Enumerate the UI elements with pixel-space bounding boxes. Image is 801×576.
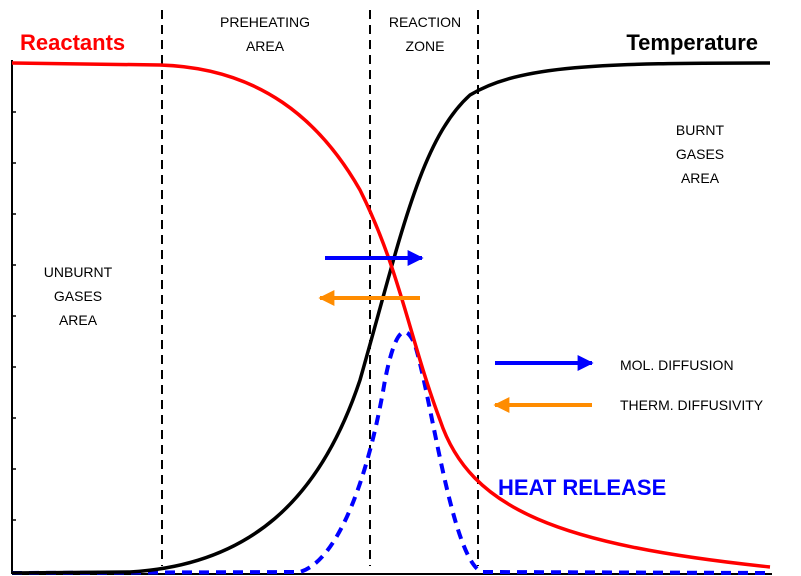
zone-label: AREA — [246, 38, 285, 54]
reactants-curve — [11, 61, 771, 569]
zone-label: GASES — [54, 288, 102, 304]
legend-label: MOL. DIFFUSION — [620, 357, 734, 373]
zone-dividers — [161, 10, 479, 566]
zone-label: BURNT — [676, 122, 725, 138]
zone-label: AREA — [59, 312, 98, 328]
zone-label: AREA — [681, 170, 720, 186]
zone-label: UNBURNT — [44, 264, 113, 280]
zone-label: ZONE — [406, 38, 445, 54]
zone-label: PREHEATING — [220, 14, 310, 30]
temperature-curve — [11, 61, 771, 575]
legend-label: THERM. DIFFUSIVITY — [620, 397, 764, 413]
heat-release-label: HEAT RELEASE — [498, 475, 666, 500]
temperature-label: Temperature — [626, 30, 758, 55]
reactants-label: Reactants — [20, 30, 125, 55]
zone-label: REACTION — [389, 14, 461, 30]
heat-release-curve — [11, 330, 771, 575]
zone-label: GASES — [676, 146, 724, 162]
